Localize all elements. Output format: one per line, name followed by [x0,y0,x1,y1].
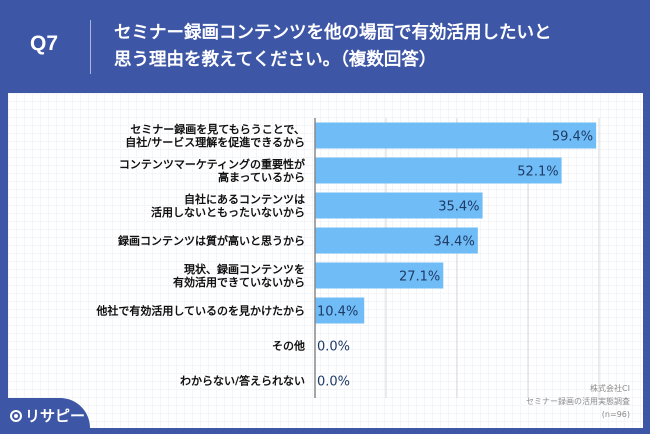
value-label: 34.4% [434,235,475,250]
header-divider [90,20,91,74]
bar [315,227,478,254]
bar [315,122,597,149]
brand-name: リサピー [25,407,86,425]
source-survey: セミナー録画の活用実態調査 [526,397,630,406]
bar [315,192,483,219]
question-title: セミナー録画コンテンツを他の場面で有効活用したいと 思う理由を教えてください。（… [114,23,552,70]
source-note: 株式会社CI セミナー録画の活用実態調査 (n=96) [526,382,630,421]
category-label: 現状、録画コンテンツを有効活用できていないから [173,262,305,289]
value-label: 59.4% [552,130,593,145]
bar [315,297,365,324]
category-label: セミナー録画を見てもらうことで、自社/サービス理解を促進できるから [125,122,305,149]
brand-logo: リサピー [10,405,85,426]
category-label: 自社にあるコンテンツは活用しないともったいないから [151,192,305,219]
map-pin-icon [10,409,22,422]
bar [315,262,444,289]
chart-panel [8,93,643,428]
category-label: コンテンツマーケティングの重要性が高まっているから [119,157,305,184]
category-label: その他 [272,339,305,353]
source-company: 株式会社CI [590,384,630,393]
header: Q7 セミナー録画コンテンツを他の場面で有効活用したいと 思う理由を教えてくださ… [0,0,650,93]
value-label: 52.1% [517,165,558,180]
source-sample: (n=96) [601,410,630,419]
value-label: 27.1% [399,270,440,285]
bar [315,157,562,184]
value-label: 35.4% [438,200,479,215]
value-label: 0.0% [317,340,350,355]
category-label: わからない/答えられない [180,374,305,388]
category-label: 他社で有効活用しているのを見かけたから [95,304,305,318]
value-label: 0.0% [317,375,350,390]
category-label: 録画コンテンツは質が高いと思うから [118,234,305,248]
question-number: Q7 [30,32,59,55]
value-label: 10.4% [317,305,358,320]
